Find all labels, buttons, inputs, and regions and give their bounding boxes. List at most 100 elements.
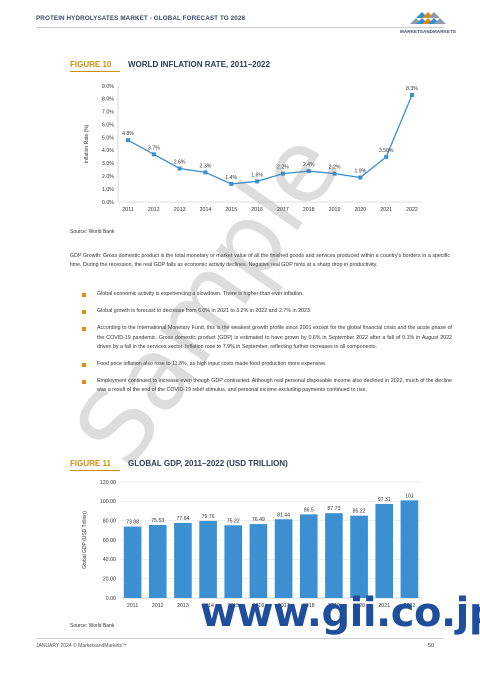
- x-tick-label: 2017: [277, 207, 289, 213]
- x-tick-label: 2017: [278, 603, 290, 609]
- y-tick-label: 120.00: [100, 480, 116, 486]
- x-tick-label: 2018: [303, 603, 315, 609]
- data-label: 2.2%: [329, 165, 341, 171]
- y-tick-label: 2.0%: [102, 174, 114, 180]
- x-tick-label: 2011: [122, 207, 133, 213]
- document-header-title: PROTEIN HYDROLYSATES MARKET - GLOBAL FOR…: [36, 15, 246, 22]
- data-point: [177, 166, 182, 171]
- bullet-square-icon: [82, 292, 86, 297]
- footer-copyright: JANUARY 2024 © MarketsandMarkets™: [36, 643, 128, 649]
- figure-11-source: Source: World Bank: [70, 623, 115, 629]
- logo-mark-icon: [410, 12, 446, 24]
- x-tick-label: 2015: [227, 603, 239, 609]
- y-tick-label: 4.0%: [102, 148, 114, 154]
- data-point: [358, 175, 363, 180]
- data-point: [151, 152, 156, 157]
- x-tick-label: 2013: [177, 603, 189, 609]
- x-tick-label: 2020: [354, 207, 366, 213]
- figure-10-title: WORLD INFLATION RATE, 2011–2022: [128, 60, 270, 69]
- x-tick-label: 2018: [303, 207, 315, 213]
- x-tick-label: 2012: [152, 603, 164, 609]
- figure-10-source: Source: World Bank: [70, 229, 115, 235]
- y-tick-label: 1.0%: [102, 187, 114, 193]
- bullet-list: Global economic activity is experiencing…: [82, 290, 452, 404]
- data-label: 2.3%: [200, 163, 212, 169]
- logo-text: MARKETSANDMARKETS: [400, 29, 456, 34]
- gdp-bar: [375, 503, 394, 598]
- data-label: 1.9%: [354, 169, 366, 175]
- data-label: 76.49: [252, 517, 265, 523]
- y-tick-label: 60.00: [103, 538, 116, 544]
- x-tick-label: 2013: [174, 207, 186, 213]
- gdp-bar: [224, 525, 243, 598]
- footer-divider: [36, 638, 444, 639]
- bullet-item: Global growth is forecast to decrease fr…: [82, 307, 452, 316]
- data-label: 97.31: [378, 497, 391, 503]
- x-tick-label: 2020: [353, 603, 365, 609]
- bullet-text: Employment continued to increase even th…: [97, 378, 452, 394]
- figure-11-title: GLOBAL GDP, 2011–2022 (USD TRILLION): [128, 459, 288, 468]
- gdp-bar: [148, 524, 167, 598]
- x-tick-label: 2019: [328, 603, 340, 609]
- data-label: 77.64: [176, 516, 189, 522]
- figure-11-label: FIGURE 11: [70, 459, 111, 468]
- bullet-item: Food price inflation also rose to 11.8%,…: [82, 360, 452, 369]
- x-tick-label: 2011: [127, 603, 138, 609]
- y-tick-label: 7.0%: [102, 110, 114, 116]
- data-label: 1.6%: [251, 172, 263, 178]
- data-label: 101: [405, 493, 414, 499]
- y-tick-label: 9.0%: [102, 84, 114, 90]
- bullet-square-icon: [82, 362, 86, 367]
- gdp-growth-paragraph: GDP Growth: Gross domestic product is th…: [70, 253, 450, 269]
- data-point: [280, 171, 285, 176]
- figure-10-label: FIGURE 10: [70, 60, 112, 69]
- bullet-square-icon: [82, 327, 86, 331]
- gdp-bar: [249, 524, 268, 598]
- bullet-square-icon: [82, 309, 86, 314]
- data-point: [410, 93, 414, 98]
- y-tick-label: 20.00: [103, 576, 116, 582]
- y-tick-label: 5.0%: [102, 135, 114, 141]
- data-label: 3.50%: [379, 148, 394, 154]
- data-label: 1.4%: [225, 175, 237, 181]
- y-tick-label: 6.0%: [102, 122, 114, 128]
- bullet-text: Global economic activity is experiencing…: [97, 291, 304, 297]
- gdp-bar: [199, 520, 217, 598]
- gdp-bar: [350, 515, 368, 598]
- header-divider: [36, 27, 444, 28]
- inflation-line-chart: 0.0% 1.0% 2.0% 3.0% 4.0% 5.0% 6.0% 7.0% 8.0% 9.0%…: [84, 84, 422, 213]
- bullet-text: According to the International Monetary …: [97, 325, 452, 350]
- data-point: [126, 138, 130, 143]
- data-label: 73.88: [126, 520, 139, 526]
- bullet-text: Food price inflation also rose to 11.8%,…: [97, 361, 327, 368]
- data-point: [332, 171, 337, 176]
- y-tick-label: 0.0%: [102, 200, 114, 206]
- data-label: 8.3%: [406, 86, 418, 92]
- x-tick-label: 2016: [253, 603, 265, 609]
- inflation-series-line: [127, 94, 413, 185]
- data-point: [255, 179, 260, 184]
- x-tick-label: 2014: [202, 603, 214, 609]
- gdp-bar: [325, 513, 343, 598]
- y-axis-label: Global GDP (USD Trillion): [82, 511, 88, 569]
- bullet-square-icon: [82, 379, 86, 384]
- page-number: 50: [428, 643, 435, 649]
- y-axis-label: Inflation Rate (%): [84, 124, 90, 163]
- data-point: [229, 181, 234, 186]
- data-label: 79.76: [202, 514, 215, 520]
- bullet-item: According to the International Monetary …: [82, 324, 452, 352]
- gii-watermark: www.gii.co.jp: [200, 590, 480, 636]
- x-tick-label: 2022: [404, 603, 416, 609]
- figure-11-underline: [70, 470, 120, 471]
- data-label: 75.53: [151, 518, 164, 524]
- gdp-bar: [274, 519, 293, 598]
- x-tick-label: 2021: [378, 603, 390, 609]
- data-label: 85.22: [353, 509, 366, 515]
- gdp-bar: [299, 514, 318, 598]
- data-label: 75.22: [227, 518, 240, 524]
- data-label: 87.73: [327, 506, 340, 512]
- x-tick-label: 2022: [406, 207, 418, 213]
- x-tick-label: 2014: [200, 207, 212, 213]
- y-tick-label: 0.00: [106, 596, 116, 602]
- gdp-bar: [123, 526, 142, 598]
